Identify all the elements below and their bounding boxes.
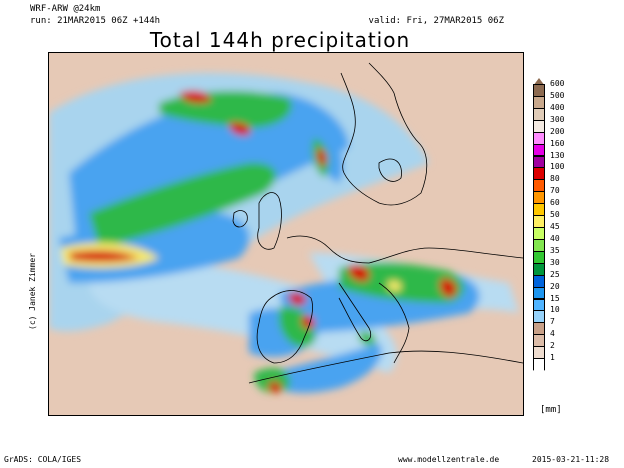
grads-credit: GrADS: COLA/IGES [4,455,82,464]
created-timestamp: 2015-03-21-11:28 [532,455,610,464]
colorbar-min-arrow [533,370,545,378]
colorbar-label: 2 [550,341,555,351]
colorbar-label: 7 [550,317,555,327]
map-canvas [49,53,523,415]
colorbar-label: 1 [550,353,555,363]
unit-label: [mm] [540,405,562,415]
colorbar-label: 20 [550,281,560,291]
colorbar-label: 35 [550,245,560,255]
colorbar-label: 80 [550,174,560,184]
rain-field [49,73,519,393]
colorbar-label: 15 [550,293,560,303]
colorbar-label: 160 [550,138,565,148]
colorbar-label: 25 [550,269,560,279]
colorbar-label: 45 [550,222,560,231]
colorbar-label: 60 [550,198,560,208]
valid-time-label: valid: Fri, 27MAR2015 06Z [368,16,504,26]
map-title: Total 144h precipitation [149,28,411,52]
colorbar-label: 10 [550,305,560,315]
colorbar-label: 50 [550,210,560,220]
colorbar-label: 30 [550,257,560,267]
colorbar-label: 130 [550,150,565,160]
precipitation-map [48,52,524,416]
colorbar-label: 400 [550,102,565,112]
website-link[interactable]: www.modellzentrale.de [398,455,500,464]
colorbar-label: 500 [550,90,565,100]
colorbar-label: 70 [550,186,560,196]
colorbar-label: 300 [550,114,565,124]
colorbar-label: 200 [550,126,565,136]
run-time-label: run: 21MAR2015 06Z +144h [30,16,161,26]
colorbar-label: 4 [550,329,555,339]
colorbar-label: 600 [550,79,565,88]
author-credit: (c) Janek Zimmer [28,252,37,330]
colorbar-max-arrow [533,78,545,86]
colorbar-label: 40 [550,233,560,243]
model-label: WRF-ARW @24km [30,4,101,14]
coastlines [232,62,523,384]
precipitation-colorbar [533,84,545,371]
colorbar-label: 100 [550,162,565,172]
